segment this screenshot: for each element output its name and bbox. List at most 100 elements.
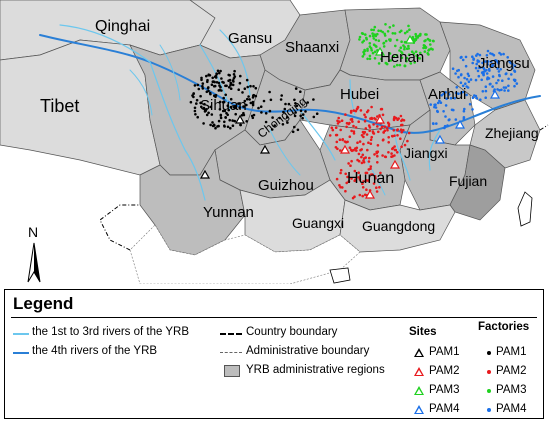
factory-point <box>349 164 352 167</box>
factory-point <box>299 114 303 118</box>
factory-point <box>336 122 340 125</box>
factory-point <box>511 66 514 70</box>
label-guangxi: Guangxi <box>292 215 344 231</box>
factory-point <box>340 119 344 122</box>
region-south-outside <box>129 224 361 284</box>
label-guangdong: Guangdong <box>362 218 435 234</box>
factory-point <box>232 73 236 76</box>
factory-point <box>349 111 353 114</box>
factory-point <box>453 96 457 100</box>
factory-point <box>361 55 365 58</box>
label-tibet: Tibet <box>40 96 79 116</box>
factory-point <box>507 89 510 92</box>
label-qinghai: Qinghai <box>95 18 150 35</box>
factory-point <box>269 98 273 102</box>
factory-point <box>299 90 302 93</box>
factory-point <box>246 85 249 89</box>
factory-point <box>434 103 437 106</box>
factory-point <box>382 45 386 48</box>
factory-point <box>381 138 385 142</box>
factory-point <box>467 74 471 78</box>
factory-point <box>377 29 380 32</box>
legend-site-label-1: PAM1 <box>429 346 460 358</box>
factory-point <box>352 148 355 152</box>
factory-point <box>507 77 510 81</box>
factory-point <box>471 61 475 65</box>
factory-point <box>214 126 217 130</box>
factory-point <box>229 97 233 101</box>
factory-point <box>360 134 364 137</box>
factory-point <box>237 88 240 91</box>
factory-point <box>279 98 283 101</box>
factory-point <box>200 105 203 109</box>
factory-point <box>312 98 315 101</box>
factory-point <box>370 105 373 109</box>
factory-point <box>254 94 258 98</box>
factory-point <box>328 134 332 137</box>
factory-point <box>260 111 263 114</box>
factory-point <box>346 175 349 179</box>
factory-point <box>301 113 305 116</box>
factory-point <box>462 117 466 121</box>
factory-point <box>350 159 353 163</box>
factory-point <box>205 74 208 78</box>
factory-point <box>237 102 240 105</box>
factory-point <box>341 138 344 142</box>
factory-point <box>405 59 408 63</box>
factory-point <box>358 140 362 143</box>
factory-point <box>396 151 399 154</box>
factory-point <box>515 82 519 85</box>
factory-point <box>496 67 499 70</box>
factory-point <box>376 144 380 147</box>
factory-point <box>365 171 369 175</box>
island-taiwan <box>517 191 533 227</box>
factory-point <box>200 78 203 82</box>
factory-point <box>339 171 342 175</box>
factory-point <box>284 102 287 106</box>
factory-point <box>463 107 466 111</box>
factory-point <box>217 81 221 85</box>
factory-point <box>209 92 212 96</box>
site-marker <box>454 119 466 129</box>
factory-point <box>398 63 402 67</box>
factory-point <box>444 104 448 107</box>
factory-point <box>401 123 404 127</box>
factory-point <box>460 73 463 76</box>
factory-point <box>355 146 359 150</box>
factory-point <box>335 140 339 144</box>
factory-point <box>363 49 367 53</box>
legend-factories-header: Factories <box>478 321 530 333</box>
factory-point <box>405 47 409 50</box>
factory-point <box>504 72 508 76</box>
factory-point <box>231 83 235 87</box>
factory-point <box>262 99 266 103</box>
factory-point <box>371 173 374 176</box>
factory-point <box>469 78 473 81</box>
label-henan: Henan <box>380 49 424 66</box>
factory-point <box>360 155 363 159</box>
factory-point <box>218 108 222 111</box>
factory-point <box>447 93 451 96</box>
factory-point <box>448 118 451 121</box>
factory-point <box>380 125 384 129</box>
factory-point <box>207 111 210 115</box>
factory-point <box>384 23 387 26</box>
site-marker <box>434 134 446 144</box>
factory-point <box>371 34 375 38</box>
factory-point <box>374 118 377 121</box>
factory-point <box>338 149 342 152</box>
factory-point <box>370 117 374 120</box>
factory-point <box>376 161 379 164</box>
factory-point <box>365 110 369 114</box>
factory-point <box>513 64 516 67</box>
factory-point <box>345 125 348 129</box>
factory-point <box>481 61 484 65</box>
factory-point <box>219 69 222 73</box>
factory-point <box>238 81 242 85</box>
factory-point <box>504 86 508 89</box>
factory-point <box>419 51 422 55</box>
factory-point <box>251 103 255 107</box>
factory-point <box>479 98 482 101</box>
factory-point <box>457 75 460 79</box>
factory-point <box>384 39 388 43</box>
